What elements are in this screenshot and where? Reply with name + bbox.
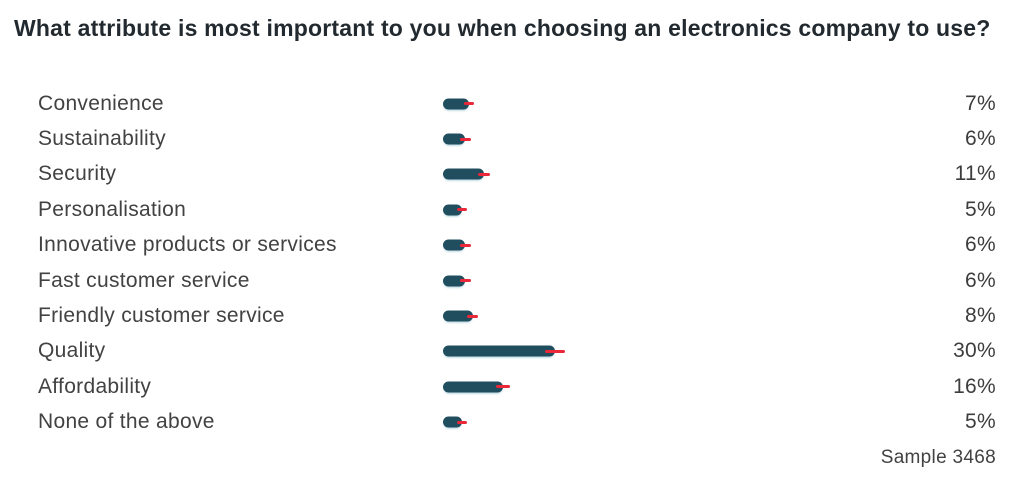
value-label: 11% xyxy=(954,162,996,186)
confidence-error-tick xyxy=(467,314,479,318)
value-bar xyxy=(443,239,466,251)
category-label: None of the above xyxy=(38,410,215,434)
confidence-error-tick xyxy=(545,349,565,353)
category-label: Innovative products or services xyxy=(38,233,337,257)
chart-row: Innovative products or services 6% xyxy=(0,228,1024,263)
chart-row: Sustainability 6% xyxy=(0,121,1024,156)
chart-title: What attribute is most important to you … xyxy=(14,15,991,41)
chart-row: Fast customer service 6% xyxy=(0,263,1024,298)
category-label: Security xyxy=(38,162,117,186)
confidence-error-tick xyxy=(456,420,467,424)
value-bar xyxy=(443,381,503,393)
category-label: Friendly customer service xyxy=(38,304,285,328)
value-bar xyxy=(443,133,466,145)
confidence-error-tick xyxy=(477,172,491,176)
confidence-error-tick xyxy=(495,385,510,389)
value-label: 5% xyxy=(965,197,996,221)
value-bar xyxy=(443,310,473,322)
category-label: Convenience xyxy=(38,91,164,115)
chart-row: Security 11% xyxy=(0,157,1024,192)
value-bar xyxy=(443,416,462,428)
value-label: 16% xyxy=(953,374,996,398)
chart-row: Convenience 7% xyxy=(0,86,1024,121)
value-label: 8% xyxy=(965,304,996,328)
confidence-error-tick xyxy=(463,102,475,106)
value-bar xyxy=(443,98,470,110)
confidence-error-tick xyxy=(456,208,467,212)
confidence-error-tick xyxy=(460,279,471,283)
category-label: Sustainability xyxy=(38,127,166,151)
sample-size-note: Sample 3468 xyxy=(880,447,996,468)
category-label: Fast customer service xyxy=(38,268,250,292)
category-label: Quality xyxy=(38,339,106,363)
confidence-error-tick xyxy=(460,243,471,247)
bar-rows-container: Convenience 7% Sustainability 6% Securit… xyxy=(0,86,1024,440)
value-bar xyxy=(443,204,462,216)
value-label: 5% xyxy=(965,410,996,434)
category-label: Personalisation xyxy=(38,197,187,221)
chart-row: Personalisation 5% xyxy=(0,192,1024,227)
value-bar xyxy=(443,168,485,180)
value-bar xyxy=(443,275,466,287)
value-label: 7% xyxy=(965,91,996,115)
chart-row: Quality 30% xyxy=(0,334,1024,369)
chart-row: Friendly customer service 8% xyxy=(0,298,1024,333)
chart-row: Affordability 16% xyxy=(0,369,1024,404)
value-label: 6% xyxy=(965,127,996,151)
value-bar xyxy=(443,345,555,357)
confidence-error-tick xyxy=(460,137,471,141)
value-label: 6% xyxy=(965,268,996,292)
value-label: 30% xyxy=(953,339,996,363)
value-label: 6% xyxy=(965,233,996,257)
category-label: Affordability xyxy=(38,374,152,398)
chart-row: None of the above 5% xyxy=(0,405,1024,440)
